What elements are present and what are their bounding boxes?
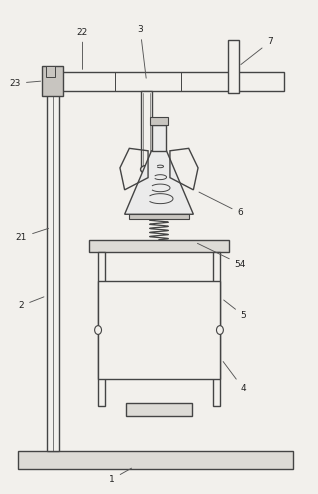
Text: 7: 7 xyxy=(241,38,273,65)
Bar xyxy=(213,252,220,406)
Text: 1: 1 xyxy=(109,468,132,484)
Bar xyxy=(98,281,220,379)
Bar xyxy=(126,403,192,415)
Bar xyxy=(42,66,63,95)
Bar xyxy=(89,240,229,252)
Bar xyxy=(129,214,189,219)
Text: 5: 5 xyxy=(224,300,246,320)
Bar xyxy=(150,117,168,125)
Bar xyxy=(45,66,55,77)
Text: 3: 3 xyxy=(137,25,146,78)
Polygon shape xyxy=(125,151,193,214)
Text: 23: 23 xyxy=(10,79,41,88)
Text: 6: 6 xyxy=(199,192,243,217)
Bar xyxy=(46,72,284,91)
Text: 4: 4 xyxy=(223,362,246,393)
Bar xyxy=(18,451,293,469)
Ellipse shape xyxy=(141,165,152,173)
Text: 54: 54 xyxy=(197,244,246,269)
Bar xyxy=(98,252,105,406)
Text: 2: 2 xyxy=(19,297,44,310)
Bar xyxy=(46,83,59,451)
Text: 22: 22 xyxy=(77,28,88,69)
Bar xyxy=(151,125,167,151)
Bar xyxy=(228,41,239,93)
Ellipse shape xyxy=(217,326,223,334)
Ellipse shape xyxy=(95,326,101,334)
Bar xyxy=(141,91,152,171)
Text: 21: 21 xyxy=(16,228,49,242)
